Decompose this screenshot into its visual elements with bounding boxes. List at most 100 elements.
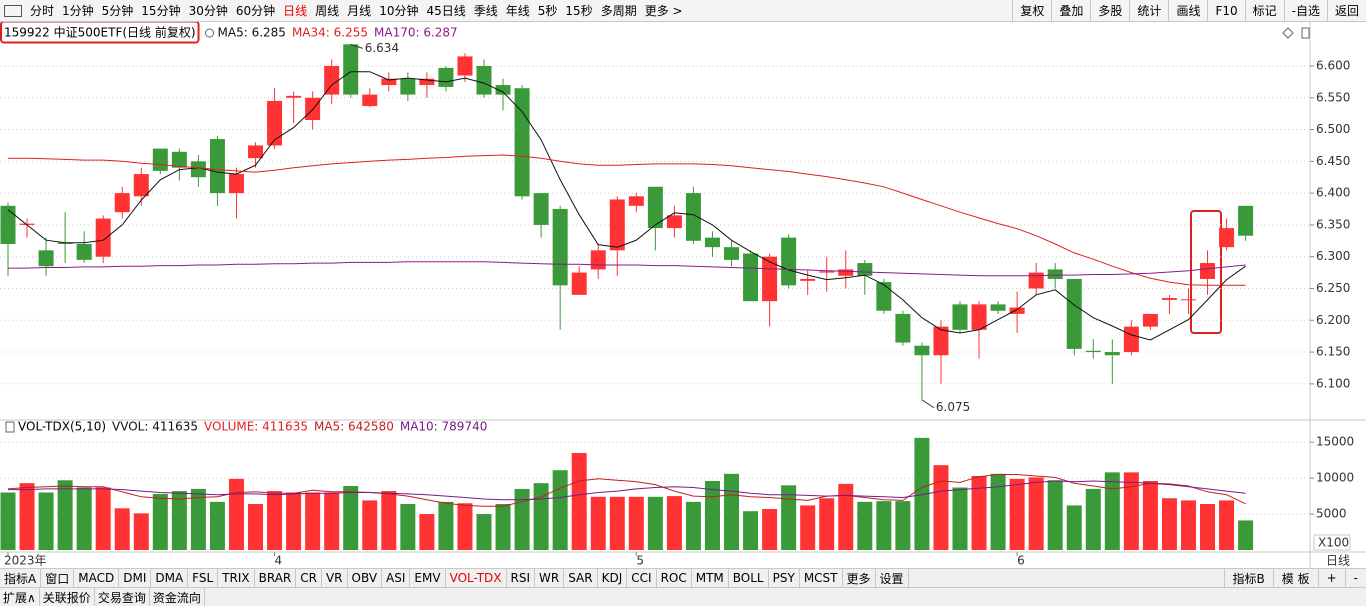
period-tab[interactable]: 更多 > bbox=[644, 4, 683, 18]
indicator-tab[interactable]: OBV bbox=[348, 569, 383, 587]
indicator-tab[interactable]: MCST bbox=[800, 569, 843, 587]
tool-button[interactable]: 叠加 bbox=[1051, 0, 1090, 21]
period-tab[interactable]: 季线 bbox=[473, 4, 498, 18]
window-icon[interactable] bbox=[1301, 27, 1310, 39]
y-tick-label: 6.250 bbox=[1316, 281, 1350, 295]
volume-bar bbox=[362, 500, 378, 550]
annotation-leader bbox=[921, 399, 935, 409]
legend-entry: MA5: 642580 bbox=[314, 420, 394, 434]
period-tab[interactable]: 多周期 bbox=[600, 4, 637, 18]
indicator-tab[interactable]: DMI bbox=[119, 569, 152, 587]
indicator-tab[interactable]: BOLL bbox=[729, 569, 769, 587]
period-tab[interactable]: 周线 bbox=[315, 4, 340, 18]
footer-tab[interactable]: 交易查询 bbox=[95, 588, 150, 606]
indicator-tab[interactable]: 窗口 bbox=[41, 569, 75, 587]
volume-bar bbox=[171, 491, 187, 550]
x-tick-label: 2023年 bbox=[4, 554, 47, 568]
volume-bar bbox=[1238, 520, 1254, 550]
candle-body bbox=[228, 174, 244, 194]
indicator-tab[interactable]: DMA bbox=[151, 569, 189, 587]
template-tab[interactable]: + bbox=[1317, 569, 1345, 587]
candle-body bbox=[152, 148, 168, 171]
volume-bar bbox=[1200, 504, 1216, 550]
indicator-tab[interactable]: KDJ bbox=[598, 569, 628, 587]
indicator-tab[interactable]: 指标A bbox=[0, 569, 42, 587]
indicator-tab[interactable]: TRIX bbox=[218, 569, 255, 587]
tool-button[interactable]: 返回 bbox=[1326, 0, 1366, 21]
indicator-tab[interactable]: CCI bbox=[627, 569, 657, 587]
candle-body bbox=[76, 243, 92, 260]
period-tab[interactable]: 15秒 bbox=[565, 4, 593, 18]
indicator-tabs: 指标A 窗口 MACD DMI DMA FSL TRIX BRAR CR VR OBV ASI EMV V… bbox=[0, 568, 1366, 587]
tool-button[interactable]: F10 bbox=[1207, 0, 1244, 21]
period-tab[interactable]: 分时 bbox=[30, 4, 55, 18]
y-tick-label: 6.450 bbox=[1316, 154, 1350, 168]
indicator-tab[interactable]: MTM bbox=[692, 569, 729, 587]
period-tab[interactable]: 60分钟 bbox=[235, 4, 276, 18]
footer-tab[interactable]: 资金流向 bbox=[150, 588, 205, 606]
diamond-icon[interactable] bbox=[1282, 27, 1294, 39]
candle-body bbox=[1200, 263, 1216, 279]
tool-button[interactable]: 统计 bbox=[1129, 0, 1168, 21]
period-tab[interactable]: 30分钟 bbox=[188, 4, 228, 18]
indicator-tab[interactable]: VR bbox=[322, 569, 348, 587]
candle-body bbox=[267, 100, 283, 146]
indicator-tab[interactable]: FSL bbox=[188, 569, 219, 587]
indicator-tab[interactable]: RSI bbox=[507, 569, 536, 587]
footer-tab[interactable]: 关联报价 bbox=[40, 588, 95, 606]
indicator-tab[interactable]: WR bbox=[535, 569, 565, 587]
volume-bar bbox=[781, 485, 797, 550]
candle-body bbox=[209, 139, 225, 194]
indicator-tab[interactable]: CR bbox=[296, 569, 322, 587]
volume-bar bbox=[762, 509, 778, 550]
indicator-tab[interactable]: 更多 bbox=[843, 569, 876, 587]
annotation-leader bbox=[350, 43, 363, 49]
volume-bar bbox=[343, 486, 359, 550]
period-tab[interactable]: 5秒 bbox=[537, 4, 558, 18]
candle-body bbox=[19, 223, 35, 225]
template-tab[interactable]: 模 板 bbox=[1272, 569, 1318, 587]
period-toolbar: 分时 1分钟 5分钟 15分钟 30分钟 60分钟 日线 周线 月线 10分钟 45日线 季线 年线 5秒… bbox=[0, 0, 1366, 22]
indicator-tab[interactable]: EMV bbox=[410, 569, 446, 587]
indicator-tab[interactable]: BRAR bbox=[255, 569, 297, 587]
volume-bar bbox=[724, 473, 740, 550]
period-tab[interactable]: 月线 bbox=[347, 4, 372, 18]
volume-bar bbox=[95, 487, 111, 550]
tool-button[interactable]: 标记 bbox=[1244, 0, 1284, 21]
indicator-tab[interactable]: SAR bbox=[564, 569, 598, 587]
candle-body bbox=[438, 67, 454, 87]
annotation-label: 6.075 bbox=[936, 400, 970, 414]
candle-body bbox=[286, 95, 302, 98]
candle-body bbox=[895, 313, 911, 343]
indicator-tab[interactable]: VOL-TDX bbox=[446, 569, 507, 587]
period-tab[interactable]: 10分钟 bbox=[379, 4, 419, 18]
candle-body bbox=[1066, 278, 1082, 349]
indicator-tab[interactable]: ASI bbox=[382, 569, 411, 587]
indicator-tab[interactable]: ROC bbox=[657, 569, 692, 587]
tool-button[interactable]: 多股 bbox=[1090, 0, 1129, 21]
legend-icon bbox=[205, 28, 215, 38]
period-tab[interactable]: 日线 bbox=[283, 4, 308, 18]
indicator-tab[interactable]: MACD bbox=[74, 569, 120, 587]
template-tab[interactable]: 指标B bbox=[1223, 569, 1273, 587]
template-tab[interactable]: - bbox=[1344, 569, 1366, 587]
period-tab[interactable]: 15分钟 bbox=[141, 4, 181, 18]
tool-button[interactable]: 复权 bbox=[1012, 0, 1051, 21]
legend-entry: VOLUME: 411635 bbox=[204, 420, 308, 434]
volume-bar bbox=[933, 465, 949, 550]
volume-bar bbox=[457, 503, 473, 550]
candle-body bbox=[819, 271, 835, 273]
tool-button[interactable]: -自选 bbox=[1283, 0, 1327, 21]
period-tab[interactable]: 45日线 bbox=[426, 4, 466, 18]
menu-icon[interactable] bbox=[4, 4, 22, 17]
period-tab[interactable]: 年线 bbox=[505, 4, 530, 18]
indicator-tab[interactable]: 设置 bbox=[876, 569, 909, 587]
chart-title: 159922 中证500ETF(日线 前复权) bbox=[4, 25, 196, 40]
period-tab[interactable]: 1分钟 bbox=[62, 4, 94, 18]
volume-bar bbox=[1161, 498, 1177, 550]
footer-tab[interactable]: 扩展∧ bbox=[0, 588, 40, 606]
tool-button[interactable]: 画线 bbox=[1168, 0, 1207, 21]
volume-bar bbox=[914, 437, 930, 550]
indicator-tab[interactable]: PSY bbox=[769, 569, 800, 587]
period-tab[interactable]: 5分钟 bbox=[101, 4, 134, 18]
